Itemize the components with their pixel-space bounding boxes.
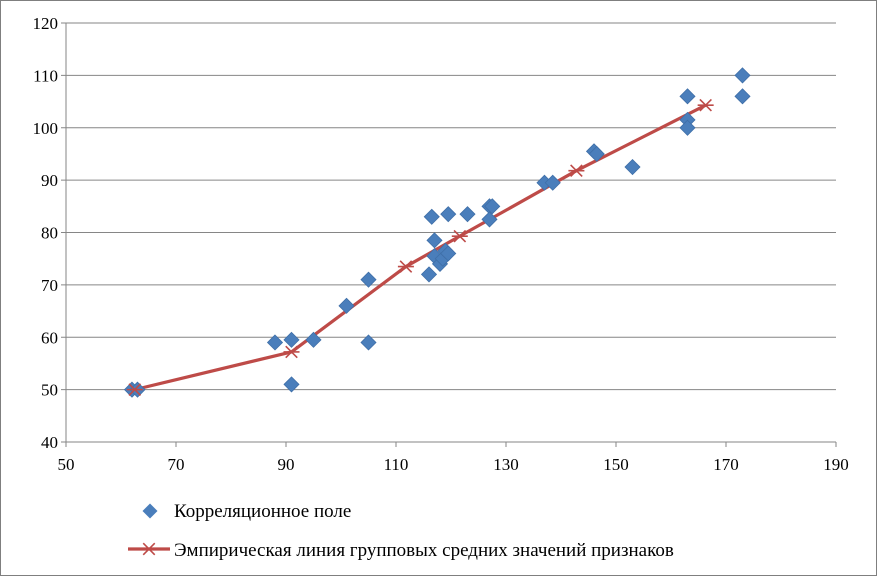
empirical-line-marker-3 xyxy=(451,229,468,243)
scatter-point-29 xyxy=(679,119,696,136)
empirical-line xyxy=(134,103,707,392)
scatter-point-26 xyxy=(624,158,641,176)
scatter-point-27 xyxy=(679,88,696,105)
scatter-point-5 xyxy=(305,331,322,348)
empirical-line-marker-5 xyxy=(697,98,714,112)
y-tick-label-70: 70 xyxy=(41,276,58,295)
scatter-point-9 xyxy=(420,266,438,283)
scatter-point-20 xyxy=(484,198,501,215)
scatter-point-7 xyxy=(360,271,377,288)
x-tick-label-170: 170 xyxy=(713,455,739,474)
empirical-line-marker-1 xyxy=(283,345,300,359)
empirical-line-marker-2 xyxy=(397,260,414,273)
scatter-point-16 xyxy=(440,245,457,262)
x-tick-labels: 50 70 90 110 130 150 170 190 xyxy=(58,455,849,474)
scatter-point-8 xyxy=(360,334,377,351)
x-tick-label-90: 90 xyxy=(278,455,295,474)
legend-item-empirical-line: Эмпирическая линия групповых средних зна… xyxy=(128,540,674,561)
x-tick-label-70: 70 xyxy=(168,455,185,474)
scatter-point-4 xyxy=(283,376,300,393)
y-tick-label-120: 120 xyxy=(33,14,59,33)
scatter-point-23 xyxy=(544,174,561,191)
x-tick-label-150: 150 xyxy=(603,455,629,474)
y-tick-label-80: 80 xyxy=(41,224,58,243)
scatter-point-6 xyxy=(338,297,355,314)
legend-star-glyph xyxy=(141,542,157,556)
scatter-point-10 xyxy=(423,208,440,225)
empirical-line-marker-4 xyxy=(568,164,585,178)
x-tick-label-190: 190 xyxy=(823,455,849,474)
legend-label-correlation-field: Корреляционное поле xyxy=(174,501,351,522)
scatter-point-2 xyxy=(266,334,284,351)
x-tick-label-110: 110 xyxy=(384,455,409,474)
y-tick-label-110: 110 xyxy=(33,66,58,85)
scatter-point-21 xyxy=(481,211,498,228)
scatter-point-25 xyxy=(588,145,605,163)
x-tick-label-130: 130 xyxy=(493,455,519,474)
scatter-point-31 xyxy=(734,88,751,105)
scatter-point-17 xyxy=(440,206,457,223)
y-tick-label-40: 40 xyxy=(41,433,58,452)
grid-lines xyxy=(66,22,836,391)
x-tick-label-50: 50 xyxy=(58,455,75,474)
scatter-point-30 xyxy=(734,67,751,84)
axes xyxy=(61,22,837,447)
legend-label-empirical-line: Эмпирическая линия групповых средних зна… xyxy=(174,540,674,561)
plot-series xyxy=(123,67,751,398)
legend-diamond-marker xyxy=(142,503,158,519)
legend-star-marker xyxy=(141,542,157,556)
scatter-point-11 xyxy=(426,232,443,249)
y-tick-labels: 40 50 60 70 80 90 100 110 120 xyxy=(33,14,59,452)
y-tick-label-60: 60 xyxy=(41,328,58,347)
empirical-line-marker-0 xyxy=(126,383,143,396)
legend-item-correlation-field: Корреляционное поле xyxy=(142,501,351,522)
scatter-point-18 xyxy=(459,206,476,223)
legend: Корреляционное поле Эмпирическая линия г… xyxy=(128,501,674,561)
y-tick-label-50: 50 xyxy=(41,381,58,400)
y-tick-label-100: 100 xyxy=(33,119,59,138)
scatter-point-3 xyxy=(283,331,300,348)
y-tick-label-90: 90 xyxy=(41,171,58,190)
